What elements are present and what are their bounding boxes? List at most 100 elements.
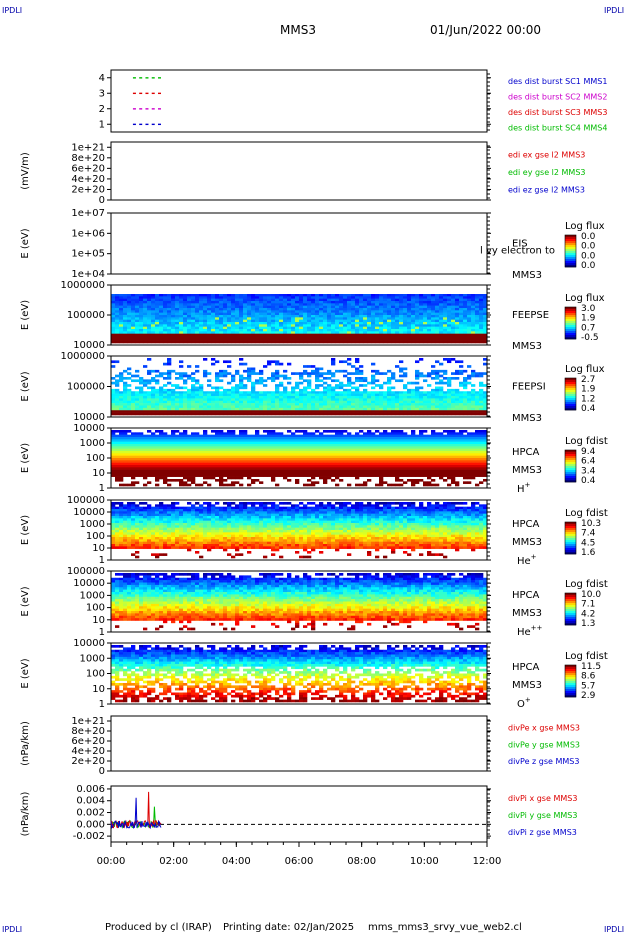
spectrogram-cell [163, 441, 168, 445]
spectrogram-cell [303, 338, 308, 341]
spectrogram-cell [447, 379, 452, 383]
spectrogram-cell [431, 294, 436, 297]
spectrogram-cell [275, 360, 280, 364]
spectrogram-cell [275, 437, 280, 440]
spectrogram-cell [263, 472, 268, 475]
spectrogram-cell [323, 391, 328, 394]
spectrogram-cell [299, 317, 304, 320]
spectrogram-cell [251, 446, 256, 449]
spectrogram-cell [299, 315, 304, 318]
spectrogram-cell [335, 460, 340, 463]
spectrogram-cell [331, 336, 336, 339]
spectrogram-cell [355, 465, 360, 468]
spectrogram-cell [471, 338, 476, 341]
spectrogram-cell [247, 474, 252, 477]
spectrogram-cell [459, 372, 464, 375]
spectrogram-cell [207, 340, 212, 344]
spectrogram-cell [119, 374, 124, 378]
spectrogram-cell [183, 379, 188, 383]
spectrogram-cell [235, 455, 240, 459]
spectrogram-cell [139, 312, 144, 316]
spectrogram-cell [171, 338, 176, 341]
spectrogram-cell [343, 405, 348, 409]
spectrogram-cell [391, 329, 396, 332]
spectrogram-cell [155, 474, 160, 477]
spectrogram-cell [311, 305, 316, 309]
spectrogram-cell [259, 462, 264, 466]
spectrogram-cell [463, 377, 468, 380]
spectrogram-cell [479, 305, 484, 309]
spectrogram-cell [163, 444, 168, 447]
spectrogram-cell [363, 310, 368, 313]
spectrogram-cell [343, 448, 348, 452]
spectrogram-cell [119, 400, 124, 404]
spectrogram-cell [207, 446, 212, 449]
spectrogram-cell [407, 400, 412, 404]
spectrogram-cell [291, 405, 296, 409]
spectrogram-cell [199, 317, 204, 320]
spectrogram-cell [395, 303, 400, 306]
spectrogram-cell [355, 315, 360, 318]
spectrogram-cell [427, 310, 432, 313]
spectrogram-cell [283, 333, 288, 337]
spectrogram-cell [211, 453, 216, 456]
spectrogram-cell [375, 405, 380, 409]
spectrogram-cell [463, 312, 468, 316]
spectrogram-cell [275, 410, 280, 413]
spectrogram-cell [351, 303, 356, 306]
spectrogram-cell [339, 451, 344, 454]
spectrogram-cell [363, 465, 368, 468]
spectrogram-cell [139, 439, 144, 442]
spectrogram-cell [199, 441, 204, 445]
spectrogram-cell [111, 303, 116, 306]
spectrogram-cell [207, 298, 212, 302]
spectrogram-cell [359, 369, 364, 373]
spectrogram-cell [459, 396, 464, 399]
spectrogram-cell [455, 336, 460, 339]
spectrogram-cell [411, 405, 416, 409]
spectrogram-cell [327, 340, 332, 344]
spectrogram-cell [483, 298, 488, 302]
spectrogram-cell [295, 329, 300, 332]
spectrogram-cell [167, 403, 172, 406]
spectrogram-cell [203, 405, 208, 409]
spectrogram-cell [199, 303, 204, 306]
spectrogram-cell [359, 455, 364, 459]
spectrogram-cell [419, 410, 424, 413]
spectrogram-cell [167, 303, 172, 306]
spectrogram-cell [115, 308, 120, 311]
spectrogram-cell [127, 474, 132, 477]
spectrogram-cell [151, 317, 156, 320]
spectrogram-cell [299, 377, 304, 380]
spectrogram-cell [379, 386, 384, 390]
spectrogram-cell [439, 405, 444, 409]
spectrogram-cell [227, 315, 232, 318]
spectrogram-cell [339, 458, 344, 461]
spectrogram-cell [367, 331, 372, 334]
spectrogram-cell [243, 333, 248, 337]
spectrogram-cell [419, 315, 424, 318]
spectrogram-cell [315, 374, 320, 378]
spectrogram-cell [359, 329, 364, 332]
spectrogram-cell [355, 296, 360, 299]
spectrogram-cell [179, 412, 184, 416]
spectrogram-cell [303, 434, 308, 438]
spectrogram-cell [203, 460, 208, 463]
spectrogram-cell [347, 465, 352, 468]
spectrogram-cell [363, 298, 368, 302]
spectrogram-cell [407, 396, 412, 399]
spectrogram-cell [375, 430, 380, 433]
spectrogram-cell [207, 460, 212, 463]
spectrogram-cell [439, 362, 444, 366]
spectrogram-cell [351, 453, 356, 456]
spectrogram-cell [187, 374, 192, 378]
spectrogram-cell [247, 403, 252, 406]
spectrogram-cell [479, 381, 484, 385]
spectrogram-cell [219, 439, 224, 442]
spectrogram-cell [131, 322, 136, 325]
spectrogram-cell [359, 472, 364, 475]
spectrogram-cell [167, 483, 172, 487]
spectrogram-cell [131, 379, 136, 383]
spectrogram-cell [195, 326, 200, 330]
spectrogram-cell [371, 298, 376, 302]
